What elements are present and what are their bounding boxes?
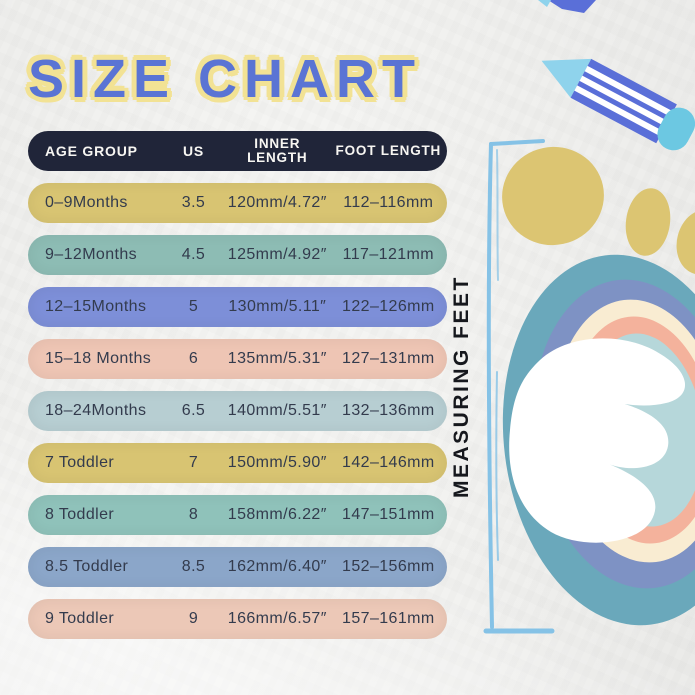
cell-us: 8 xyxy=(188,506,199,523)
header-inner-length: INNER LENGTH xyxy=(247,135,308,165)
cell-us: 9 xyxy=(188,610,199,627)
cell-age-group: 15–18 Months xyxy=(45,350,152,367)
cell-age-group: 7 Toddler xyxy=(45,454,115,471)
page-title: SIZE CHART xyxy=(28,49,422,109)
table-row: 7 Toddler 7 150mm/5.90″ 142–146mm xyxy=(28,443,447,483)
table-row: 15–18 Months 6 135mm/5.31″ 127–131mm xyxy=(28,339,447,379)
cell-age-group: 9 Toddler xyxy=(45,610,115,627)
cell-foot-length: 152–156mm xyxy=(342,558,435,575)
size-table: AGE GROUP US INNER LENGTH FOOT LENGTH 0–… xyxy=(28,131,447,651)
pencil-icon xyxy=(541,58,695,151)
table-row: 12–15Months 5 130mm/5.11″ 122–126mm xyxy=(28,287,447,327)
cell-age-group: 8 Toddler xyxy=(45,506,115,523)
cell-inner-length: 158mm/6.22″ xyxy=(227,506,327,523)
foot-center-squiggle xyxy=(509,338,686,543)
table-row: 8 Toddler 8 158mm/6.22″ 147–151mm xyxy=(28,495,447,535)
cell-inner-length: 140mm/5.51″ xyxy=(227,402,327,419)
footprint-icon xyxy=(502,146,695,626)
cell-us: 8.5 xyxy=(181,558,206,575)
cell-foot-length: 117–121mm xyxy=(342,246,434,263)
cell-inner-length: 130mm/5.11″ xyxy=(228,298,327,315)
pencil-sliver-icon xyxy=(538,0,596,13)
cell-foot-length: 127–131mm xyxy=(342,350,435,367)
cell-foot-length: 147–151mm xyxy=(342,506,435,523)
table-header-row: AGE GROUP US INNER LENGTH FOOT LENGTH xyxy=(28,131,447,171)
cell-foot-length: 157–161mm xyxy=(342,610,435,627)
cell-age-group: 9–12Months xyxy=(45,246,138,263)
table-row: 9–12Months 4.5 125mm/4.92″ 117–121mm xyxy=(28,235,447,275)
cell-inner-length: 162mm/6.40″ xyxy=(227,558,327,575)
header-foot-length: FOOT LENGTH xyxy=(335,142,442,158)
bracket-icon xyxy=(483,139,555,634)
cell-us: 6.5 xyxy=(181,402,206,419)
cell-age-group: 0–9Months xyxy=(45,194,128,211)
cell-age-group: 8.5 Toddler xyxy=(45,558,129,575)
cell-inner-length: 125mm/4.92″ xyxy=(227,246,327,263)
table-row: 18–24Months 6.5 140mm/5.51″ 132–136mm xyxy=(28,391,447,431)
cell-us: 3.5 xyxy=(181,194,206,211)
cell-foot-length: 122–126mm xyxy=(342,298,435,315)
measuring-feet-label: MEASURING FEET xyxy=(450,275,473,498)
cell-us: 5 xyxy=(188,298,199,315)
cell-inner-length: 150mm/5.90″ xyxy=(227,454,327,471)
table-row: 8.5 Toddler 8.5 162mm/6.40″ 152–156mm xyxy=(28,547,447,587)
header-us: US xyxy=(182,143,205,159)
cell-age-group: 18–24Months xyxy=(45,402,147,419)
cell-us: 6 xyxy=(188,350,199,367)
cell-us: 7 xyxy=(188,454,199,471)
table-row: 0–9Months 3.5 120mm/4.72″ 112–116mm xyxy=(28,183,447,223)
cell-foot-length: 142–146mm xyxy=(342,454,435,471)
cell-inner-length: 135mm/5.31″ xyxy=(227,350,327,367)
cell-foot-length: 112–116mm xyxy=(343,194,434,211)
cell-inner-length: 166mm/6.57″ xyxy=(227,610,327,627)
table-row: 9 Toddler 9 166mm/6.57″ 157–161mm xyxy=(28,599,447,639)
header-age-group: AGE GROUP xyxy=(45,143,138,159)
cell-inner-length: 120mm/4.72″ xyxy=(227,194,327,211)
cell-us: 4.5 xyxy=(181,246,206,263)
cell-age-group: 12–15Months xyxy=(45,298,147,315)
cell-foot-length: 132–136mm xyxy=(342,402,435,419)
